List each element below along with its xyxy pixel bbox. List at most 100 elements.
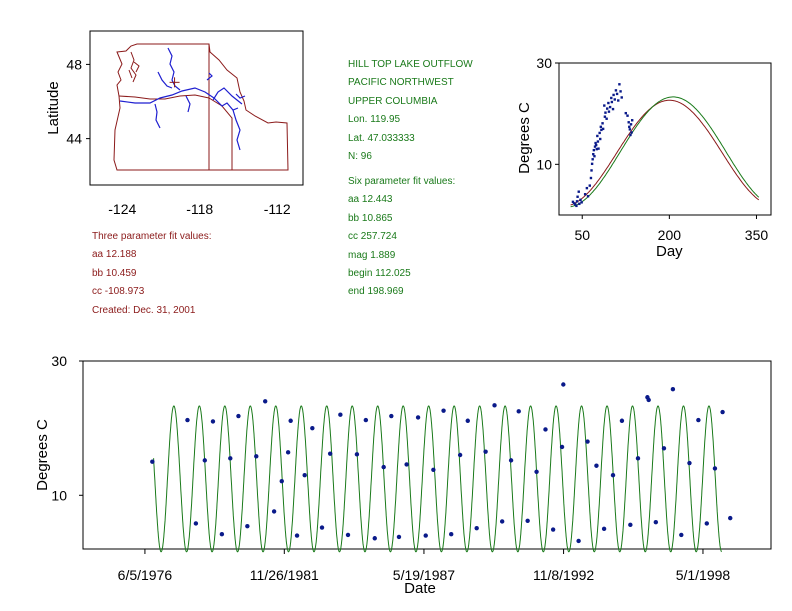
timeseries-point	[561, 382, 566, 387]
timeseries-point	[310, 425, 315, 431]
timeseries-point	[646, 397, 651, 403]
timeseries-point	[628, 522, 633, 528]
timeseries-point	[687, 460, 692, 466]
seasonal-x-tick-label: 50	[574, 227, 590, 243]
seasonal-point	[618, 83, 621, 86]
timeseries-point	[670, 387, 676, 392]
snake-river	[213, 97, 239, 111]
site-basin: UPPER COLUMBIA	[348, 95, 438, 107]
six-param-title: Six parameter fit values:	[348, 176, 456, 187]
timeseries-point	[288, 418, 293, 423]
timeseries-point	[704, 521, 709, 526]
timeseries-point	[585, 439, 590, 444]
timeseries-point	[449, 532, 454, 537]
seasonal-point	[595, 147, 598, 151]
seasonal-point	[592, 153, 595, 156]
seasonal-point	[620, 96, 623, 99]
timeseries-point	[389, 413, 394, 419]
site-region: PACIFIC NORTHWEST	[348, 77, 454, 89]
map-x-tick-label: -118	[186, 201, 213, 217]
six-param-aa: aa 12.443	[348, 194, 393, 206]
timeseries-point	[345, 532, 351, 538]
six-param-cc: cc 257.724	[348, 231, 397, 243]
three-param-cc: cc -108.973	[92, 286, 145, 298]
map-x-tick-label: -112	[264, 201, 291, 217]
seasonal-point	[583, 193, 587, 196]
seasonal-fit-6param	[570, 96, 760, 208]
seasonal-point	[592, 148, 596, 152]
six-param-end: end 198.969	[348, 286, 404, 298]
timeseries-point	[236, 413, 241, 419]
timeseries-point	[372, 536, 377, 541]
seasonal-point	[630, 131, 633, 134]
timeseries-point	[279, 478, 284, 484]
seasonal-point	[580, 201, 583, 204]
seasonal-point	[585, 186, 589, 190]
spokane-river	[206, 72, 213, 81]
seasonal-point	[575, 200, 579, 203]
seasonal-point	[607, 101, 610, 105]
timeseries-point	[653, 519, 659, 525]
timeseries-point	[381, 464, 386, 470]
seasonal-y-tick-label: 30	[536, 55, 552, 71]
map-x-tick-label: -124	[108, 201, 136, 217]
clearwater-river	[212, 87, 243, 105]
timeseries-point	[635, 456, 641, 461]
site-lon: Lon. 119.95	[348, 114, 401, 126]
timeseries-point	[576, 538, 581, 544]
timeseries-point	[338, 412, 343, 417]
timeseries-point	[228, 456, 233, 461]
timeseries-point	[363, 417, 369, 423]
timeseries-x-tick-label: 5/1/1998	[676, 567, 731, 583]
map-frame	[89, 30, 304, 186]
timeseries-x-axis-label: Date	[404, 580, 436, 597]
seasonal-point	[612, 93, 615, 97]
seasonal-point	[610, 100, 614, 104]
timeseries-point	[415, 415, 421, 420]
map-region	[113, 43, 289, 171]
timeseries-point	[601, 526, 607, 532]
seasonal-point	[628, 128, 632, 131]
map-y-tick-label: 44	[66, 131, 82, 147]
timeseries-point	[619, 418, 625, 423]
seasonal-point	[629, 133, 632, 137]
seasonal-point	[600, 128, 603, 132]
timeseries-point	[720, 409, 725, 415]
seasonal-point	[576, 195, 579, 198]
seasonal-point	[628, 125, 631, 129]
seasonal-point	[626, 114, 629, 117]
six-param-block: Six parameter fit values: aa 12.443 bb 1…	[348, 173, 455, 302]
seasonal-point	[596, 134, 599, 138]
timeseries-point	[696, 417, 701, 423]
three-param-aa: aa 12.188	[92, 249, 137, 261]
timeseries-point	[327, 451, 333, 456]
seasonal-point	[579, 198, 582, 201]
timeseries-point	[728, 515, 733, 521]
timeseries-point	[492, 403, 497, 408]
timeseries-point	[285, 450, 291, 455]
three-param-created: Created: Dec. 31, 2001	[92, 304, 196, 316]
seasonal-point	[610, 96, 613, 100]
seasonal-point	[594, 143, 598, 147]
timeseries-x-tick-label: 11/8/1992	[533, 567, 594, 583]
timeseries-point	[594, 463, 599, 468]
seasonal-frame	[558, 62, 772, 216]
seasonal-point	[574, 203, 577, 206]
seasonal-point	[588, 184, 591, 187]
seasonal-point	[605, 117, 608, 120]
timeseries-x-tick-label: 11/26/1981	[250, 567, 319, 583]
site-info: HILL TOP LAKE OUTFLOW PACIFIC NORTHWEST …	[348, 56, 473, 166]
site-lat: Lat. 47.033333	[348, 132, 415, 144]
seasonal-point	[607, 110, 611, 113]
site-n: N: 96	[348, 150, 372, 162]
seasonal-point	[598, 131, 601, 135]
seasonal-point	[596, 140, 600, 143]
seasonal-point	[619, 90, 622, 93]
six-param-bb: bb 10.865	[348, 212, 393, 224]
timeseries-x-tick-label: 5/19/1987	[393, 567, 455, 583]
timeseries-point	[679, 532, 684, 538]
timeseries-point	[457, 452, 463, 458]
site-name: HILL TOP LAKE OUTFLOW	[348, 59, 473, 70]
seasonal-point	[603, 115, 607, 118]
seasonal-point	[603, 104, 606, 107]
